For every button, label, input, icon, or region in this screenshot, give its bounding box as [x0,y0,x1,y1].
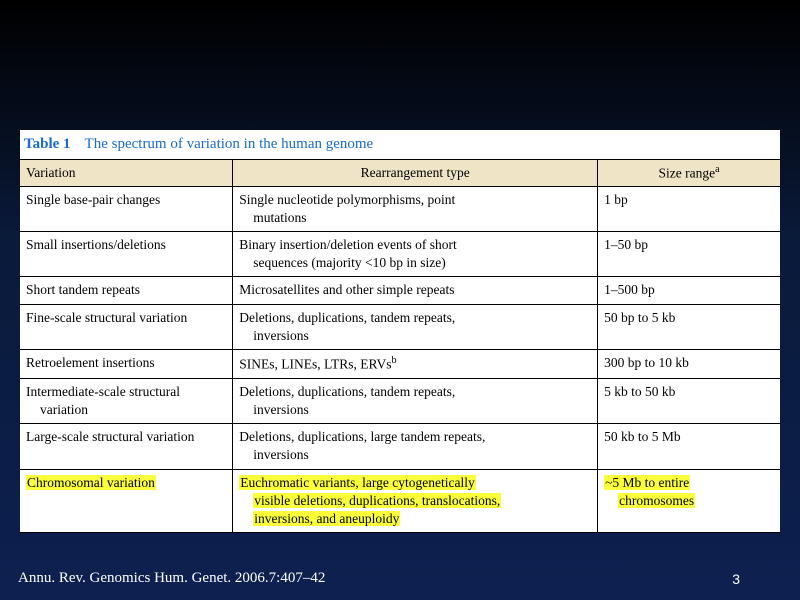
table-row: Intermediate-scale structural variation … [20,378,780,423]
cell-size: 50 kb to 5 Mb [598,424,780,469]
cell-variation: Large-scale structural variation [20,424,233,469]
cell-rearrangement: SINEs, LINEs, LTRs, ERVsb [233,350,598,379]
cell-rearrangement: Deletions, duplications, tandem repeats,… [233,378,598,423]
table-body: Single base-pair changes Single nucleoti… [20,186,780,533]
table-title-label: Table 1 [24,136,71,152]
slide: Table 1 The spectrum of variation in the … [0,0,800,600]
table-row-highlighted: Chromosomal variation Euchromatic varian… [20,469,780,533]
cell-variation: Retroelement insertions [20,350,233,379]
table-row: Single base-pair changes Single nucleoti… [20,186,780,231]
table-row: Retroelement insertions SINEs, LINEs, LT… [20,350,780,379]
cell-size: 5 kb to 50 kb [598,378,780,423]
table-title-text: The spectrum of variation in the human g… [85,136,374,152]
cell-rearrangement: Microsatellites and other simple repeats [233,277,598,304]
cell-rearrangement: Single nucleotide polymorphisms, point m… [233,186,598,231]
cell-variation: Chromosomal variation [20,469,233,533]
col-header-variation: Variation [20,160,233,187]
table-row: Fine-scale structural variation Deletion… [20,304,780,349]
citation-text: Annu. Rev. Genomics Hum. Genet. 2006.7:4… [18,570,325,587]
variation-table: Variation Rearrangement type Size rangea… [20,159,780,533]
table-container: Table 1 The spectrum of variation in the … [20,130,780,533]
col-header-rearrangement: Rearrangement type [233,160,598,187]
table-header-row: Variation Rearrangement type Size rangea [20,160,780,187]
cell-variation: Short tandem repeats [20,277,233,304]
cell-rearrangement: Deletions, duplications, large tandem re… [233,424,598,469]
cell-size: 50 bp to 5 kb [598,304,780,349]
cell-size: 1–500 bp [598,277,780,304]
page-number: 3 [732,571,740,587]
cell-rearrangement: Euchromatic variants, large cytogenetica… [233,469,598,533]
table-title: Table 1 The spectrum of variation in the … [20,130,780,159]
col-header-size: Size rangea [598,160,780,187]
table-row: Large-scale structural variation Deletio… [20,424,780,469]
cell-rearrangement: Deletions, duplications, tandem repeats,… [233,304,598,349]
table-row: Small insertions/deletions Binary insert… [20,231,780,276]
cell-size: 1 bp [598,186,780,231]
table-row: Short tandem repeats Microsatellites and… [20,277,780,304]
cell-variation: Single base-pair changes [20,186,233,231]
cell-size: ~5 Mb to entire chromosomes [598,469,780,533]
cell-rearrangement: Binary insertion/deletion events of shor… [233,231,598,276]
cell-size: 1–50 bp [598,231,780,276]
cell-variation: Fine-scale structural variation [20,304,233,349]
cell-size: 300 bp to 10 kb [598,350,780,379]
cell-variation: Intermediate-scale structural variation [20,378,233,423]
cell-variation: Small insertions/deletions [20,231,233,276]
